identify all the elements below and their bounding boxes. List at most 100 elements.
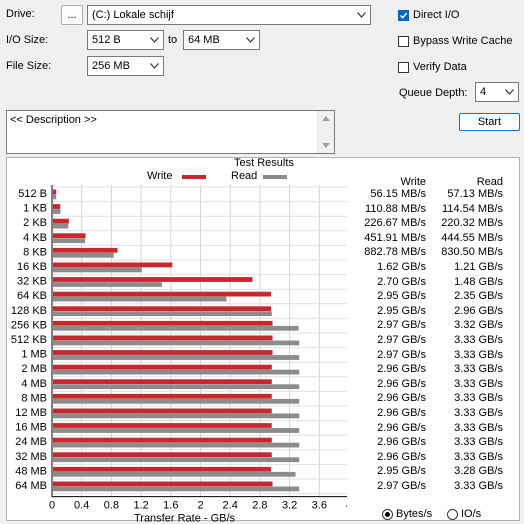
write-column-header: Write bbox=[400, 176, 426, 188]
transfer-rate-chart: 512 B 1 KB 2 KB 4 KB 8 KB 16 KB 32 KB 64 KB 128 … bbox=[11, 185, 347, 522]
queue-depth-select[interactable]: 4 bbox=[475, 82, 519, 102]
bar-read bbox=[53, 428, 300, 433]
bypass-write-cache-checkbox[interactable]: Bypass Write Cache bbox=[398, 35, 512, 47]
read-value: 3.32 GB/s bbox=[454, 319, 503, 332]
chevron-down-icon bbox=[145, 57, 163, 75]
x-tick-label: 2.4 bbox=[223, 500, 238, 512]
bar-read bbox=[53, 252, 114, 258]
x-tick-label: 1.2 bbox=[133, 500, 148, 512]
bar-read bbox=[53, 471, 296, 477]
category-label: 16 KB bbox=[17, 261, 47, 273]
x-tick-label: 3.2 bbox=[282, 500, 297, 512]
bar-write bbox=[53, 481, 273, 487]
chevron-down-icon bbox=[241, 31, 259, 49]
category-label: 256 KB bbox=[11, 319, 47, 331]
io-size-label: I/O Size: bbox=[6, 34, 49, 46]
bar-write bbox=[53, 306, 272, 312]
drive-label: Drive: bbox=[6, 8, 35, 20]
bar-read bbox=[53, 384, 300, 390]
read-value: 3.33 GB/s bbox=[454, 436, 503, 449]
verify-data-label: Verify Data bbox=[413, 61, 467, 73]
write-value: 451.91 MB/s bbox=[364, 231, 426, 244]
bar-write bbox=[53, 423, 272, 428]
read-column-header: Read bbox=[476, 176, 503, 188]
bar-write bbox=[53, 291, 272, 297]
browse-button[interactable]: ... bbox=[61, 5, 83, 25]
radio-unselected-icon bbox=[447, 508, 458, 520]
write-value: 2.97 GB/s bbox=[377, 480, 426, 492]
description-box[interactable]: << Description >> bbox=[6, 110, 335, 154]
start-button[interactable]: Start bbox=[459, 113, 520, 131]
bar-read bbox=[53, 355, 300, 360]
io-size-to-select[interactable]: 64 MB bbox=[183, 30, 260, 50]
scroll-down-icon[interactable] bbox=[322, 143, 330, 148]
io-size-from-select[interactable]: 512 B bbox=[87, 30, 164, 50]
io-per-sec-radio[interactable]: IO/s bbox=[447, 508, 481, 520]
category-label: 32 KB bbox=[17, 276, 47, 288]
write-value: 2.96 GB/s bbox=[377, 407, 426, 419]
category-label: 12 MB bbox=[15, 407, 47, 419]
category-label: 4 KB bbox=[23, 232, 47, 244]
chevron-down-icon bbox=[500, 83, 518, 101]
read-value: 2.35 GB/s bbox=[454, 290, 503, 303]
description-text: << Description >> bbox=[10, 114, 97, 126]
scroll-up-icon[interactable] bbox=[322, 116, 330, 121]
read-value: 3.33 GB/s bbox=[454, 421, 503, 434]
category-label: 4 MB bbox=[21, 378, 47, 390]
write-value: 2.97 GB/s bbox=[377, 319, 426, 332]
bar-read bbox=[53, 296, 227, 302]
category-label: 64 MB bbox=[15, 480, 47, 492]
bar-read bbox=[53, 267, 142, 273]
bypass-write-cache-label: Bypass Write Cache bbox=[413, 35, 513, 47]
checkbox-box bbox=[398, 35, 409, 47]
bar-read bbox=[53, 369, 300, 375]
bar-read bbox=[53, 194, 57, 200]
io-size-to-label: to bbox=[168, 34, 178, 46]
legend-write-swatch bbox=[182, 175, 206, 179]
bar-write bbox=[53, 437, 272, 443]
bar-read bbox=[53, 457, 300, 463]
drive-select[interactable]: (C:) Lokale schijf bbox=[87, 5, 371, 25]
queue-depth-value: 4 bbox=[480, 86, 487, 98]
legend-read-swatch bbox=[263, 175, 287, 179]
write-value: 2.96 GB/s bbox=[377, 436, 426, 449]
queue-depth-label: Queue Depth: bbox=[399, 87, 468, 99]
read-value: 3.33 GB/s bbox=[454, 377, 503, 390]
bar-write bbox=[53, 218, 69, 224]
x-tick-label: 3.6 bbox=[312, 500, 327, 512]
test-results-panel: Test Results Write Read Write Read 512 B… bbox=[6, 157, 520, 522]
read-value: 2.96 GB/s bbox=[454, 304, 503, 317]
category-label: 128 KB bbox=[11, 305, 47, 317]
verify-data-checkbox[interactable]: Verify Data bbox=[398, 61, 467, 73]
write-value: 1.62 GB/s bbox=[377, 261, 426, 273]
write-value: 2.96 GB/s bbox=[377, 392, 426, 405]
direct-io-checkbox[interactable]: Direct I/O bbox=[398, 9, 459, 21]
x-tick-label: 0.8 bbox=[104, 500, 119, 512]
write-value: 2.95 GB/s bbox=[377, 304, 426, 317]
description-scrollbar[interactable] bbox=[317, 111, 334, 153]
write-value: 2.96 GB/s bbox=[377, 421, 426, 434]
x-axis-title: Transfer Rate - GB/s bbox=[134, 513, 236, 522]
io-size-from-value: 512 B bbox=[92, 34, 121, 46]
read-value: 444.55 MB/s bbox=[441, 231, 503, 244]
read-value: 57.13 MB/s bbox=[447, 188, 503, 200]
file-size-select[interactable]: 256 MB bbox=[87, 56, 164, 76]
bar-write bbox=[53, 233, 86, 239]
write-value: 882.78 MB/s bbox=[364, 246, 426, 259]
read-value: 3.33 GB/s bbox=[454, 334, 503, 346]
io-size-to-value: 64 MB bbox=[188, 34, 220, 46]
x-tick-label: 0 bbox=[49, 500, 55, 512]
category-label: 512 KB bbox=[11, 334, 47, 346]
results-title: Test Results bbox=[234, 157, 294, 169]
write-value: 2.96 GB/s bbox=[377, 363, 426, 376]
x-tick-label: 2.8 bbox=[252, 500, 267, 512]
read-value: 3.33 GB/s bbox=[454, 480, 503, 492]
bar-write bbox=[53, 393, 272, 399]
results-value-table: 56.15 MB/s 57.13 MB/s 110.88 MB/s 114.54 MB… bbox=[7, 158, 519, 522]
bytes-per-sec-radio[interactable]: Bytes/s bbox=[382, 508, 432, 520]
bar-read bbox=[53, 398, 300, 404]
category-label: 512 B bbox=[18, 188, 47, 200]
bar-write bbox=[53, 408, 272, 414]
bar-write bbox=[53, 350, 273, 355]
bar-write bbox=[53, 277, 253, 282]
